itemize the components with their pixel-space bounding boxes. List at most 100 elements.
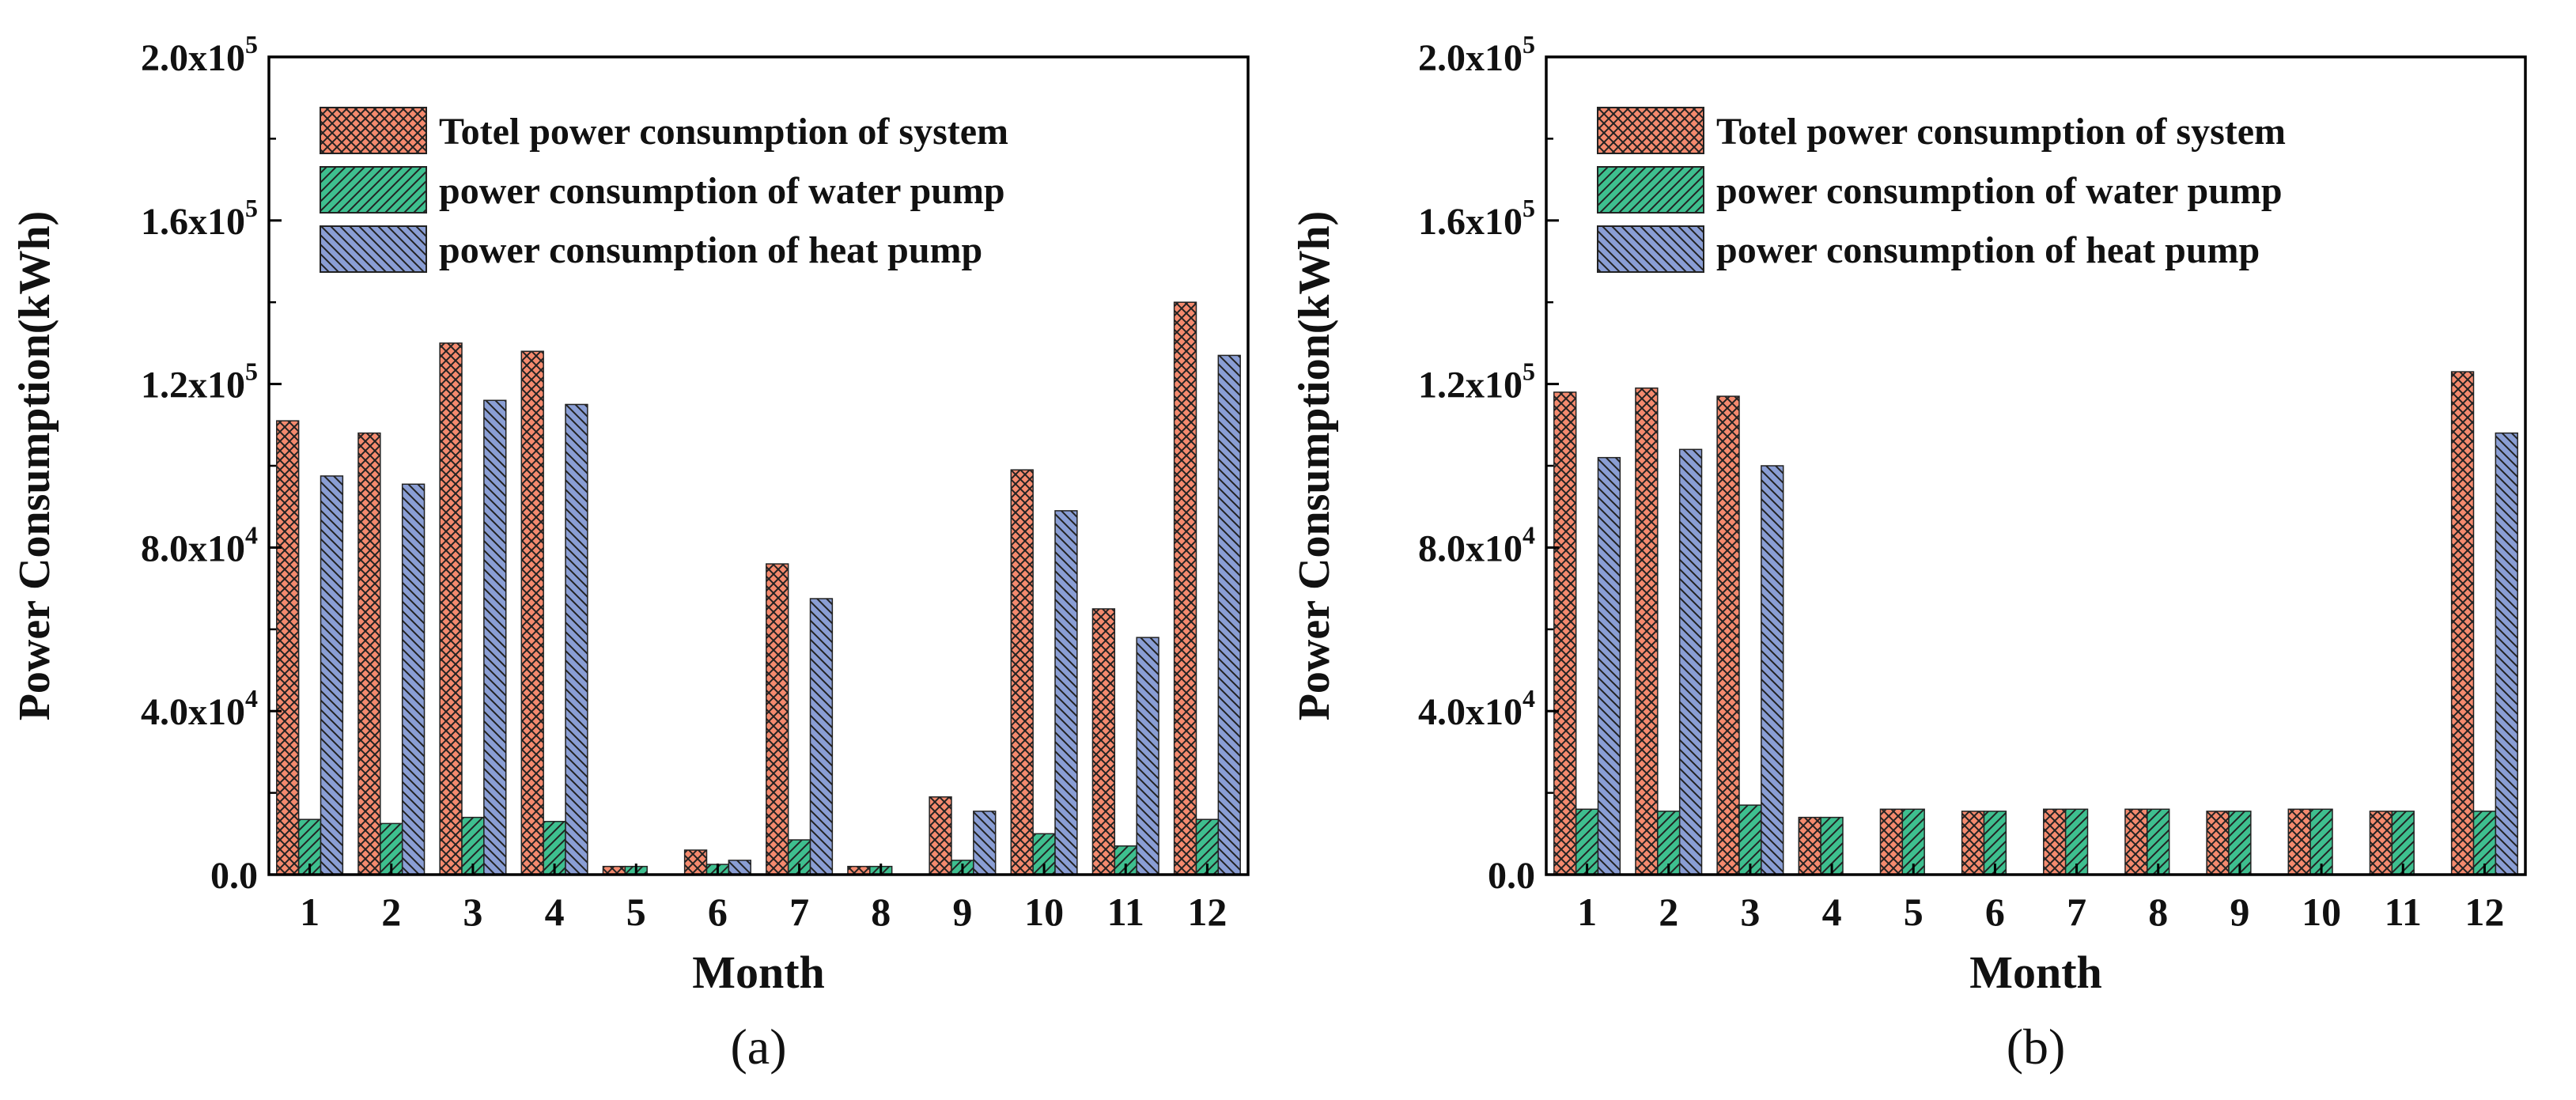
- x-tick-label: 4: [1822, 890, 1842, 934]
- x-tick-label: 9: [952, 890, 972, 934]
- bar-total-month-2: [1635, 387, 1659, 875]
- bar-heat-month-6: [728, 860, 751, 875]
- bar-total-month-3: [1716, 395, 1740, 875]
- legend-entry-total: Totel power consumption of system: [1597, 107, 2286, 154]
- bar-total-month-1: [276, 420, 300, 875]
- x-tick-label: 12: [2464, 890, 2504, 934]
- y-axis-title: Power Consumption(kWh): [1290, 211, 1339, 721]
- panel-caption: (a): [730, 1019, 786, 1075]
- bar-heat-month-11: [1136, 637, 1159, 875]
- bar-water-month-1: [1575, 808, 1599, 875]
- x-tick-label: 8: [2148, 890, 2168, 934]
- y-tick-label: 4.0x104: [141, 684, 258, 733]
- bar-total-month-12: [1173, 301, 1197, 875]
- bar-total-month-9: [929, 796, 952, 875]
- x-axis-title: Month: [1969, 947, 2102, 998]
- bar-total-month-4: [520, 350, 544, 875]
- bar-heat-month-1: [320, 475, 344, 875]
- bar-heat-month-10: [1054, 510, 1078, 875]
- bar-heat-month-4: [565, 403, 588, 875]
- x-tick-label: 5: [1904, 890, 1923, 934]
- x-axis-title: Month: [692, 947, 825, 998]
- legend-label: power consumption of heat pump: [439, 229, 982, 271]
- y-tick-label: 1.2x105: [1418, 357, 1535, 406]
- bar-heat-month-12: [1217, 354, 1241, 875]
- bar-water-month-7: [2064, 808, 2089, 875]
- bar-total-month-2: [357, 432, 381, 875]
- x-tick-label: 10: [1024, 890, 1064, 934]
- x-tick-label: 11: [1107, 890, 1144, 934]
- bar-total-month-12: [2450, 371, 2475, 875]
- x-tick-label: 7: [2067, 890, 2086, 934]
- x-tick-label: 8: [871, 890, 891, 934]
- bar-total-month-9: [2206, 811, 2230, 875]
- bar-total-month-7: [766, 563, 789, 875]
- y-tick-label: 0.0: [210, 855, 258, 897]
- bar-heat-month-2: [401, 483, 426, 875]
- x-tick-label: 1: [1577, 890, 1597, 934]
- x-tick-label: 12: [1187, 890, 1227, 934]
- bar-heat-month-3: [483, 399, 507, 875]
- x-tick-label: 6: [1985, 890, 2005, 934]
- bar-heat-month-9: [973, 811, 997, 875]
- x-tick-label: 2: [381, 890, 401, 934]
- bar-total-month-5: [1879, 808, 1904, 875]
- bar-total-month-10: [1010, 469, 1034, 875]
- bar-total-month-7: [2043, 808, 2067, 875]
- y-axis-title: Power Consumption(kWh): [10, 211, 59, 721]
- x-tick-label: 11: [2385, 890, 2422, 934]
- x-tick-label: 4: [545, 890, 565, 934]
- legend-entry-water: power consumption of water pump: [1597, 166, 2283, 214]
- bar-heat-month-12: [2495, 432, 2518, 875]
- x-tick-label: 9: [2230, 890, 2249, 934]
- bar-total-month-1: [1553, 391, 1577, 875]
- y-tick-label: 8.0x104: [141, 520, 258, 569]
- panel-caption: (b): [2007, 1019, 2066, 1075]
- x-tick-label: 1: [300, 890, 320, 934]
- y-tick-label: 0.0: [1488, 855, 1535, 897]
- x-tick-label: 2: [1659, 890, 1678, 934]
- y-tick-label: 4.0x104: [1418, 684, 1535, 733]
- bar-total-month-4: [1798, 816, 1821, 875]
- y-tick-label: 1.2x105: [141, 357, 258, 406]
- legend-label: Totel power consumption of system: [1716, 111, 2286, 153]
- legend-label: power consumption of heat pump: [1716, 229, 2260, 271]
- legend-label: power consumption of water pump: [439, 170, 1005, 212]
- legend-entry-total: Totel power consumption of system: [320, 107, 1008, 154]
- x-tick-label: 3: [463, 890, 482, 934]
- x-tick-label: 10: [2302, 890, 2341, 934]
- bar-water-month-3: [1738, 804, 1762, 875]
- bar-total-month-6: [683, 849, 708, 875]
- y-tick-label: 1.6x105: [1418, 194, 1535, 243]
- legend-entry-water: power consumption of water pump: [320, 166, 1005, 214]
- bar-water-month-6: [1983, 811, 2007, 875]
- legend-entry-heat: power consumption of heat pump: [320, 225, 982, 273]
- x-tick-label: 3: [1740, 890, 1760, 934]
- bar-heat-month-2: [1678, 448, 1703, 875]
- bar-total-month-8: [2124, 808, 2148, 875]
- x-tick-label: 6: [708, 890, 728, 934]
- bar-water-month-4: [1820, 816, 1844, 875]
- legend-label: power consumption of water pump: [1716, 170, 2283, 212]
- bar-total-month-11: [1091, 608, 1116, 875]
- y-tick-label: 2.0x105: [141, 30, 258, 79]
- x-tick-label: 5: [626, 890, 646, 934]
- bar-heat-month-3: [1761, 465, 1784, 875]
- bar-water-month-9: [2228, 811, 2252, 875]
- x-tick-label: 7: [789, 890, 809, 934]
- legend-entry-heat: power consumption of heat pump: [1597, 225, 2260, 273]
- y-tick-label: 2.0x105: [1418, 30, 1535, 79]
- y-tick-label: 1.6x105: [141, 194, 258, 243]
- bar-total-month-6: [1961, 811, 1985, 875]
- bar-heat-month-1: [1597, 456, 1621, 875]
- legend-label: Totel power consumption of system: [439, 111, 1008, 153]
- bar-total-month-11: [2369, 811, 2393, 875]
- y-tick-label: 8.0x104: [1418, 520, 1535, 569]
- bar-heat-month-7: [809, 598, 834, 875]
- bar-total-month-3: [439, 342, 463, 875]
- bar-total-month-10: [2287, 808, 2311, 875]
- bar-water-month-12: [1195, 818, 1220, 875]
